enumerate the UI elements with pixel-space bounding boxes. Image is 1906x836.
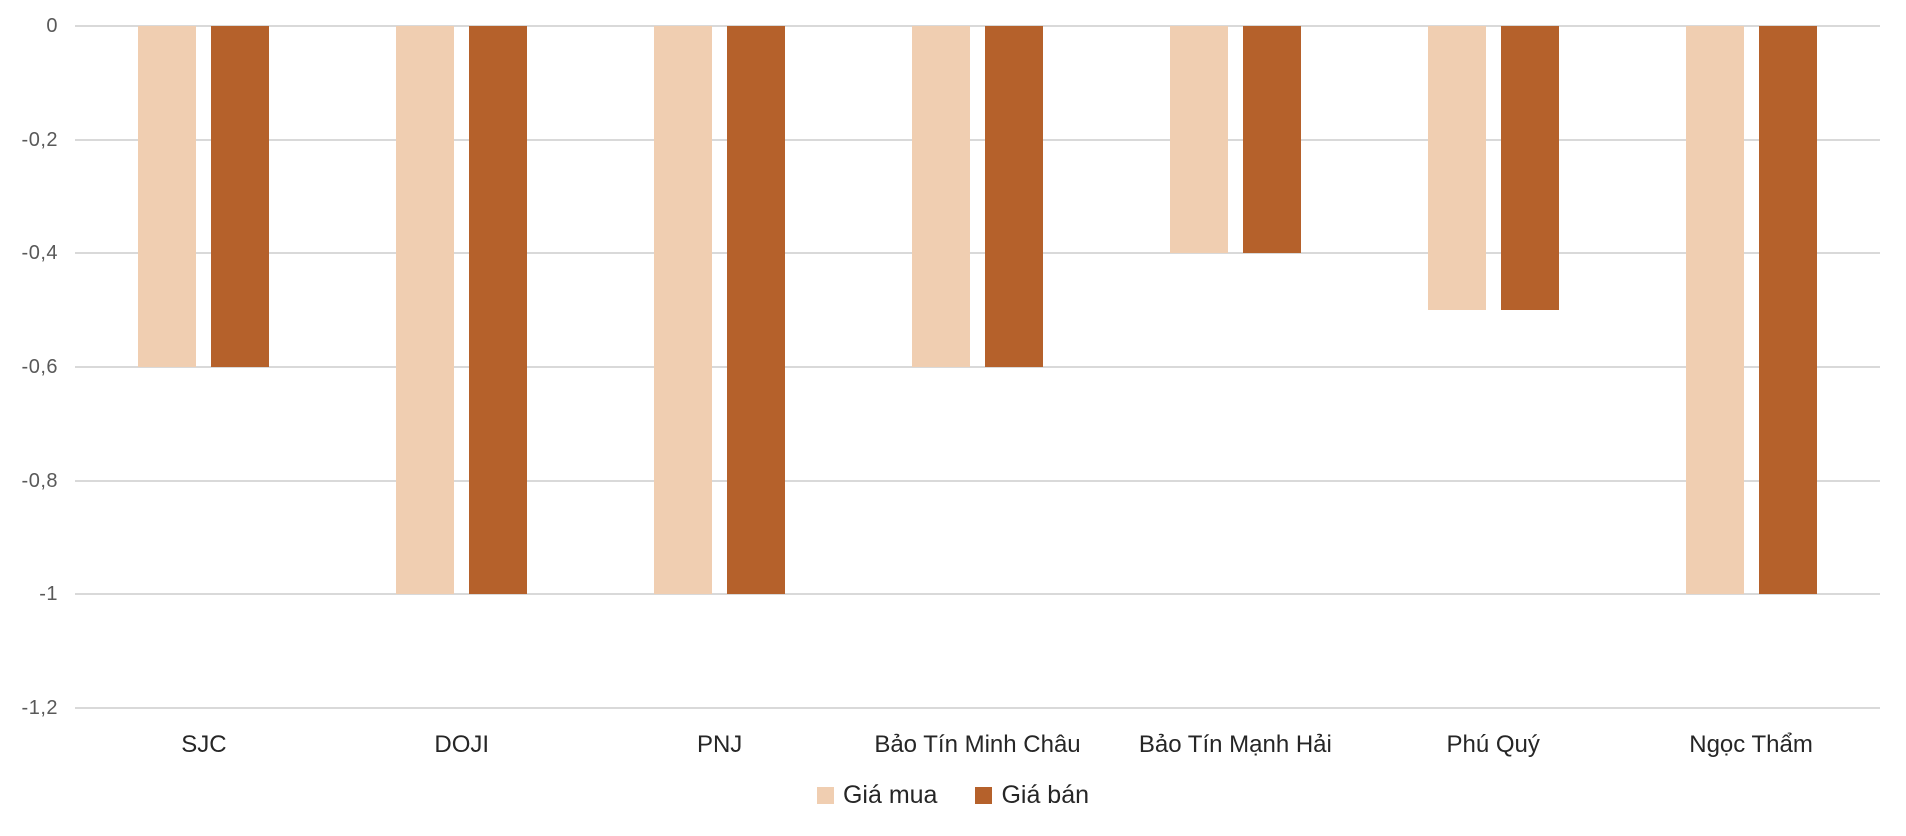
bar-series-2-category-4 (985, 26, 1043, 367)
x-axis-category-label: DOJI (434, 731, 490, 758)
y-axis-tick-label: -1,2 (21, 696, 58, 719)
bar-series-2-category-2 (469, 26, 528, 595)
bar-series-1-category-5 (1169, 26, 1228, 254)
legend-swatch-icon (816, 786, 834, 804)
legend-swatch-icon (975, 786, 993, 804)
legend-item: Giá mua (816, 780, 938, 810)
bar-series-2-category-1 (211, 26, 270, 367)
bar-series-2-category-6 (1500, 26, 1559, 311)
gridline (75, 706, 1880, 709)
x-axis-category-label: Ngọc Thẩm (1689, 731, 1813, 758)
legend-label: Giá mua (842, 781, 938, 809)
gridline (75, 252, 1880, 255)
gridline (75, 25, 1880, 27)
y-axis-tick-label: 0 (46, 15, 58, 37)
gridline (75, 479, 1880, 482)
bar-series-1-category-7 (1685, 26, 1744, 595)
gridline (75, 138, 1880, 141)
gridline (75, 593, 1880, 596)
y-axis-tick-label: -0,8 (21, 469, 58, 492)
legend-item: Giá bán (975, 780, 1089, 810)
bar-series-1-category-2 (396, 26, 455, 595)
x-axis-category-label: Bảo Tín Minh Châu (874, 731, 1081, 758)
x-axis-category-label: Bảo Tín Mạnh Hải (1138, 731, 1332, 758)
x-axis-category-label: PNJ (696, 731, 743, 758)
x-axis-category-label: SJC (181, 731, 227, 758)
bar-series-2-category-7 (1758, 26, 1817, 595)
legend-label: Giá bán (1001, 781, 1090, 809)
bar-series-1-category-3 (654, 26, 713, 595)
y-axis-tick-label: -1 (39, 583, 58, 606)
bar-series-1-category-4 (912, 26, 970, 367)
legend: Giá mua Giá bán (0, 780, 1906, 810)
bar-series-2-category-5 (1242, 26, 1301, 254)
bar-series-1-category-6 (1427, 26, 1486, 311)
bar-series-2-category-3 (727, 26, 786, 595)
gridline (75, 365, 1880, 368)
y-axis-tick-label: -0,4 (21, 242, 58, 265)
x-axis-category-label: Phú Quý (1446, 731, 1540, 758)
y-axis-tick-label: -0,2 (21, 128, 58, 151)
bar-series-1-category-1 (138, 26, 197, 367)
y-axis-tick-label: -0,6 (21, 355, 58, 378)
